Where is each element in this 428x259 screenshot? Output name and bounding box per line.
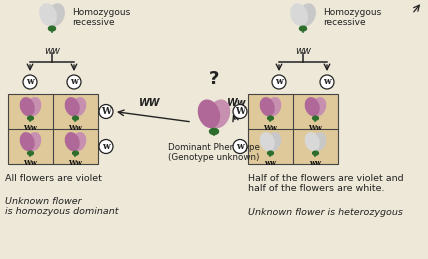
Ellipse shape	[72, 133, 86, 150]
Ellipse shape	[73, 116, 78, 120]
Ellipse shape	[27, 116, 33, 120]
Text: ?: ?	[209, 70, 219, 88]
Bar	[8, 94, 98, 164]
Text: w: w	[26, 77, 34, 87]
Text: w: w	[70, 77, 78, 87]
Circle shape	[320, 75, 334, 89]
Ellipse shape	[268, 151, 273, 155]
Circle shape	[23, 75, 37, 89]
Ellipse shape	[65, 98, 79, 116]
Ellipse shape	[300, 26, 306, 31]
Circle shape	[272, 75, 286, 89]
Text: WW: WW	[139, 98, 161, 108]
Ellipse shape	[48, 26, 56, 31]
Text: w: w	[102, 142, 110, 151]
Text: Unknown flower
is homozyous dominant: Unknown flower is homozyous dominant	[5, 197, 119, 217]
Text: Ww: Ww	[264, 124, 277, 132]
Ellipse shape	[208, 100, 229, 127]
Ellipse shape	[306, 133, 319, 150]
Ellipse shape	[267, 98, 281, 116]
Text: Homozygous
recessive: Homozygous recessive	[72, 8, 130, 27]
Text: w: w	[323, 77, 331, 87]
Ellipse shape	[27, 151, 33, 155]
Text: All flowers are violet: All flowers are violet	[5, 174, 102, 183]
Text: ww: ww	[295, 46, 311, 56]
Text: Ww: Ww	[24, 124, 37, 132]
Text: Half of the flowers are violet and
half of the flowers are white.: Half of the flowers are violet and half …	[248, 174, 404, 193]
Ellipse shape	[260, 98, 274, 116]
Circle shape	[99, 140, 113, 154]
Circle shape	[99, 104, 113, 119]
Text: ww: ww	[309, 159, 321, 167]
Text: Unknown flower is heterozygous: Unknown flower is heterozygous	[248, 208, 403, 217]
Ellipse shape	[312, 151, 318, 155]
Ellipse shape	[48, 4, 64, 25]
Ellipse shape	[306, 98, 319, 116]
Text: W: W	[101, 107, 111, 116]
Ellipse shape	[291, 4, 307, 25]
Bar	[248, 94, 338, 164]
Circle shape	[233, 140, 247, 154]
Ellipse shape	[312, 133, 326, 150]
Text: Ww: Ww	[68, 159, 83, 167]
Text: w: w	[236, 142, 244, 151]
Text: ww: ww	[44, 46, 60, 56]
Text: Ww: Ww	[24, 159, 37, 167]
Text: Homozygous
recessive: Homozygous recessive	[323, 8, 381, 27]
Ellipse shape	[210, 128, 218, 134]
Text: Dominant Phenotype
(Genotype unknown): Dominant Phenotype (Genotype unknown)	[168, 143, 260, 162]
Ellipse shape	[27, 98, 41, 116]
Ellipse shape	[65, 133, 79, 150]
Text: Ww: Ww	[227, 98, 247, 108]
Ellipse shape	[199, 100, 220, 127]
Ellipse shape	[73, 151, 78, 155]
Ellipse shape	[299, 4, 315, 25]
Ellipse shape	[27, 133, 41, 150]
Ellipse shape	[21, 133, 34, 150]
Ellipse shape	[21, 98, 34, 116]
Circle shape	[67, 75, 81, 89]
Ellipse shape	[72, 98, 86, 116]
Circle shape	[233, 104, 247, 119]
Text: w: w	[275, 77, 283, 87]
Ellipse shape	[312, 98, 326, 116]
Text: ww: ww	[265, 159, 276, 167]
Ellipse shape	[267, 133, 281, 150]
Ellipse shape	[260, 133, 274, 150]
Ellipse shape	[40, 4, 56, 25]
Ellipse shape	[268, 116, 273, 120]
Text: Ww: Ww	[68, 124, 83, 132]
Text: Ww: Ww	[309, 124, 322, 132]
Text: W: W	[235, 107, 245, 116]
Ellipse shape	[312, 116, 318, 120]
